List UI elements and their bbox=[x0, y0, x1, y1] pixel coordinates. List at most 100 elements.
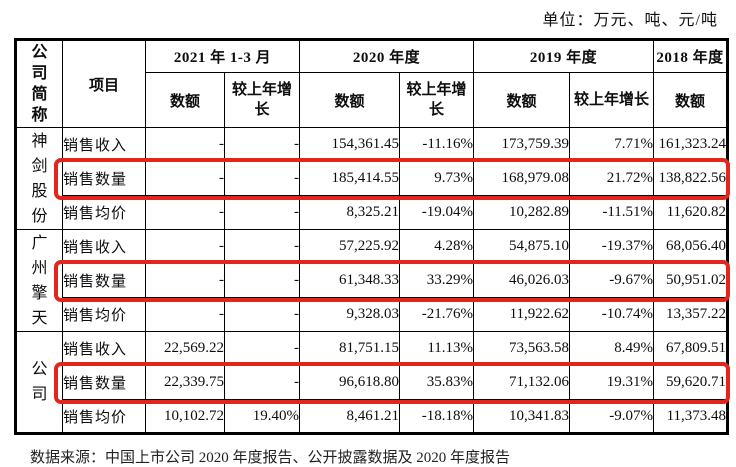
value-cell: 10,102.72 bbox=[145, 399, 225, 434]
value-cell: 68,056.40 bbox=[653, 229, 729, 264]
value-cell: 7.71% bbox=[569, 127, 655, 162]
subheader-yoy-2020: 较上年增长 bbox=[398, 72, 475, 128]
table-row: 公司 销售收入 22,569.22 - 81,751.15 11.13% 73,… bbox=[15, 331, 729, 434]
header-row-periods: 公司简称 项目 2021 年 1-3 月 2020 年度 2019 年度 201… bbox=[15, 39, 729, 128]
value-cell: 19.40% bbox=[224, 399, 300, 434]
value-cell: -18.18% bbox=[398, 399, 475, 434]
value-cell: 8,325.21 bbox=[299, 195, 400, 230]
unit-label: 单位：万元、吨、元/吨 bbox=[542, 12, 718, 29]
subheader-yoy-2019: 较上年增长 bbox=[569, 72, 655, 128]
value-cell: -11.51% bbox=[569, 195, 655, 230]
value-cell: -9.07% bbox=[569, 399, 655, 434]
value-cell: - bbox=[224, 331, 300, 366]
item-cell: 销售收入 bbox=[62, 229, 146, 264]
value-cell: - bbox=[224, 229, 300, 264]
value-cell: 54,875.10 bbox=[473, 229, 571, 264]
item-cell: 销售均价 bbox=[62, 297, 146, 332]
value-cell: - bbox=[145, 263, 225, 298]
header-period-2021: 2021 年 1-3 月 bbox=[145, 39, 300, 73]
value-cell: 96,618.80 bbox=[299, 365, 400, 400]
company-name-cell: 广州擎天 bbox=[15, 229, 63, 332]
value-cell: 46,026.03 bbox=[473, 263, 571, 298]
company-name-cell: 公司 bbox=[15, 331, 63, 434]
table-row-highlighted: 销售数量 - - 185,414.55 9.73% 168,979.08 21.… bbox=[16, 161, 729, 196]
company-name-cell: 神剑股份 bbox=[15, 127, 63, 230]
value-cell: 10,341.83 bbox=[473, 399, 571, 434]
value-cell: 73,563.58 bbox=[473, 331, 571, 366]
header-period-2018: 2018 年度 bbox=[653, 39, 729, 73]
value-cell: 57,225.92 bbox=[299, 229, 400, 264]
value-cell: - bbox=[224, 127, 300, 162]
item-cell: 销售数量 bbox=[62, 365, 146, 400]
subheader-amount-2019: 数额 bbox=[473, 72, 571, 128]
value-cell: - bbox=[224, 263, 300, 298]
table-row: 广州擎天 销售收入 - - 57,225.92 4.28% 54,875.10 … bbox=[15, 229, 729, 332]
value-cell: 59,620.71 bbox=[653, 365, 729, 400]
value-cell: 19.31% bbox=[569, 365, 655, 400]
value-cell: - bbox=[145, 161, 225, 196]
item-cell: 销售数量 bbox=[62, 263, 146, 298]
value-cell: 4.28% bbox=[398, 229, 475, 264]
value-cell: - bbox=[145, 195, 225, 230]
value-cell: 35.83% bbox=[398, 365, 475, 400]
value-cell: 61,348.33 bbox=[299, 263, 400, 298]
value-cell: - bbox=[224, 195, 300, 230]
value-cell: - bbox=[224, 297, 300, 332]
value-cell: -19.37% bbox=[569, 229, 655, 264]
value-cell: 67,809.51 bbox=[653, 331, 729, 366]
subheader-yoy-2021: 较上年增长 bbox=[224, 72, 300, 128]
value-cell: 11,620.82 bbox=[653, 195, 729, 230]
value-cell: 11.13% bbox=[398, 331, 475, 366]
value-cell: - bbox=[145, 229, 225, 264]
table-row-highlighted: 销售数量 22,339.75 - 96,618.80 35.83% 71,132… bbox=[16, 365, 729, 400]
value-cell: 173,759.39 bbox=[473, 127, 571, 162]
table-row: 销售均价 10,102.72 19.40% 8,461.21 -18.18% 1… bbox=[16, 399, 729, 434]
table-row: 神剑股份 销售收入 - - 154,361.45 -11.16% 173,759… bbox=[15, 127, 729, 230]
value-cell: -19.04% bbox=[398, 195, 475, 230]
value-cell: 13,357.22 bbox=[653, 297, 729, 332]
item-cell: 销售收入 bbox=[62, 331, 146, 366]
value-cell: 138,822.56 bbox=[653, 161, 729, 196]
value-cell: -21.76% bbox=[398, 297, 475, 332]
value-cell: 10,282.89 bbox=[473, 195, 571, 230]
table-row: 销售均价 - - 8,325.21 -19.04% 10,282.89 -11.… bbox=[16, 195, 729, 230]
data-source-footnote: 数据来源：中国上市公司 2020 年度报告、公开披露数据及 2020 年度报告 bbox=[30, 450, 511, 466]
table-row-highlighted: 销售数量 - - 61,348.33 33.29% 46,026.03 -9.6… bbox=[16, 263, 729, 298]
value-cell: 21.72% bbox=[569, 161, 655, 196]
item-cell: 销售均价 bbox=[62, 195, 146, 230]
value-cell: -9.67% bbox=[569, 263, 655, 298]
value-cell: 8.49% bbox=[569, 331, 655, 366]
value-cell: -10.74% bbox=[569, 297, 655, 332]
header-row-subheaders: 数额 较上年增长 数额 较上年增长 数额 较上年增长 数额 bbox=[16, 72, 729, 128]
value-cell: - bbox=[145, 297, 225, 332]
subheader-amount-2021: 数额 bbox=[145, 72, 225, 128]
item-cell: 销售均价 bbox=[62, 399, 146, 434]
header-company-abbrev: 公司简称 bbox=[15, 39, 63, 128]
value-cell: 33.29% bbox=[398, 263, 475, 298]
value-cell: - bbox=[224, 161, 300, 196]
sales-comparison-table: 公司简称 项目 2021 年 1-3 月 2020 年度 2019 年度 201… bbox=[14, 38, 730, 435]
value-cell: 81,751.15 bbox=[299, 331, 400, 366]
value-cell: 161,323.24 bbox=[653, 127, 729, 162]
value-cell: 71,132.06 bbox=[473, 365, 571, 400]
document-page: { "unit_label": "单位：万元、吨、元/吨", "footnote… bbox=[14, 12, 730, 466]
header-period-2020: 2020 年度 bbox=[298, 39, 475, 73]
value-cell: -11.16% bbox=[398, 127, 475, 162]
value-cell: 11,922.62 bbox=[473, 297, 571, 332]
item-cell: 销售数量 bbox=[62, 161, 146, 196]
header-item: 项目 bbox=[62, 39, 146, 128]
value-cell: 8,461.21 bbox=[299, 399, 400, 434]
value-cell: 11,373.48 bbox=[653, 399, 729, 434]
value-cell: 154,361.45 bbox=[299, 127, 400, 162]
value-cell: - bbox=[224, 365, 300, 400]
value-cell: - bbox=[145, 127, 225, 162]
value-cell: 9.73% bbox=[398, 161, 475, 196]
value-cell: 22,569.22 bbox=[145, 331, 225, 366]
subheader-amount-2020: 数额 bbox=[299, 72, 400, 128]
value-cell: 185,414.55 bbox=[299, 161, 400, 196]
value-cell: 168,979.08 bbox=[473, 161, 571, 196]
value-cell: 9,328.03 bbox=[299, 297, 400, 332]
table-row: 销售均价 - - 9,328.03 -21.76% 11,922.62 -10.… bbox=[16, 297, 729, 332]
value-cell: 22,339.75 bbox=[145, 365, 225, 400]
value-cell: 50,951.02 bbox=[653, 263, 729, 298]
